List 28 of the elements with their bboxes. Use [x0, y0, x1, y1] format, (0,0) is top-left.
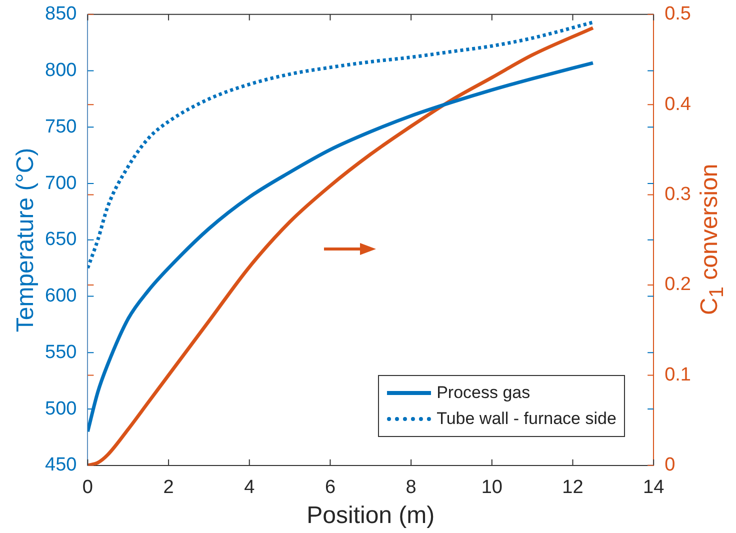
- y-tick-label: 550: [45, 342, 77, 363]
- y-tick-label: 800: [45, 60, 77, 82]
- y-axis-title: Temperature (°C): [12, 148, 40, 332]
- y2-tick-label: 0.5: [664, 4, 692, 25]
- x-tick-label: 6: [324, 477, 336, 498]
- y-tick-label: 450: [45, 454, 77, 476]
- y2-tick-label: 0.1: [664, 364, 692, 386]
- x-tick-label: 12: [562, 477, 584, 498]
- y-tick-label: 500: [45, 398, 77, 420]
- x-tick-label: 8: [406, 477, 416, 498]
- y2-tick-label: 0.2: [664, 274, 692, 296]
- x-tick-label: 10: [481, 477, 502, 498]
- x-axis-title: Position (m): [306, 502, 435, 530]
- y-tick-label: 700: [45, 172, 77, 194]
- y2-tick-label: 0.4: [664, 94, 692, 115]
- x-tick-label: 0: [82, 477, 93, 498]
- x-tick-label: 2: [163, 477, 174, 498]
- x-tick-label: 4: [244, 477, 256, 498]
- y-tick-label: 750: [45, 116, 77, 138]
- line-series: [88, 20, 595, 270]
- y-tick-label: 850: [45, 4, 77, 25]
- legend-label: Process gas: [436, 382, 530, 404]
- y-tick-label: 600: [45, 286, 77, 307]
- x-tick-label: 14: [643, 477, 665, 498]
- y-tick-label: 650: [45, 229, 77, 250]
- legend-label: Tube wall - furnace side: [436, 408, 616, 430]
- y2-tick-label: 0: [664, 454, 676, 476]
- y2-tick-label: 0.3: [664, 184, 692, 206]
